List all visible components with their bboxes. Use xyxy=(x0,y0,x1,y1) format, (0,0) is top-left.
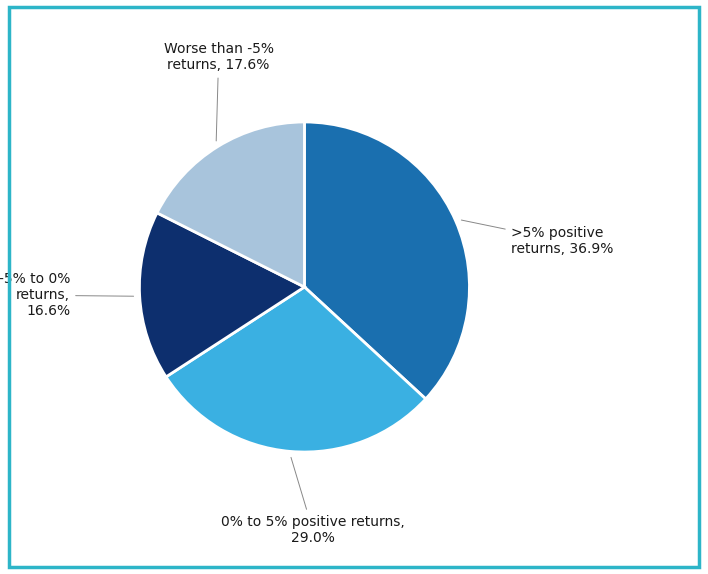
Text: -5% to 0%
returns,
16.6%: -5% to 0% returns, 16.6% xyxy=(0,272,134,319)
Text: >5% positive
returns, 36.9%: >5% positive returns, 36.9% xyxy=(462,220,613,256)
Text: 0% to 5% positive returns,
29.0%: 0% to 5% positive returns, 29.0% xyxy=(221,457,404,545)
Text: Worse than -5%
returns, 17.6%: Worse than -5% returns, 17.6% xyxy=(164,42,273,141)
Wedge shape xyxy=(139,213,304,377)
Wedge shape xyxy=(166,287,426,452)
Wedge shape xyxy=(157,122,304,287)
Wedge shape xyxy=(304,122,469,399)
